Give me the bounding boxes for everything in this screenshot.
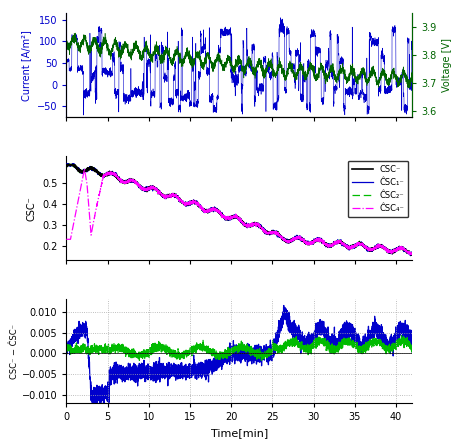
Y-axis label: Voltage [V]: Voltage [V] (442, 38, 452, 92)
Y-axis label: CSC⁻ − ĈSC⁻: CSC⁻ − ĈSC⁻ (10, 324, 19, 379)
Y-axis label: Current [A/m²]: Current [A/m²] (21, 30, 31, 101)
Y-axis label: CSC⁻: CSC⁻ (27, 196, 36, 221)
Legend: CSC⁻, ĈSC₁⁻, ĈSC₂⁻, ĈSC₄⁻: CSC⁻, ĈSC₁⁻, ĈSC₂⁻, ĈSC₄⁻ (347, 160, 408, 218)
X-axis label: Time[min]: Time[min] (211, 427, 268, 438)
